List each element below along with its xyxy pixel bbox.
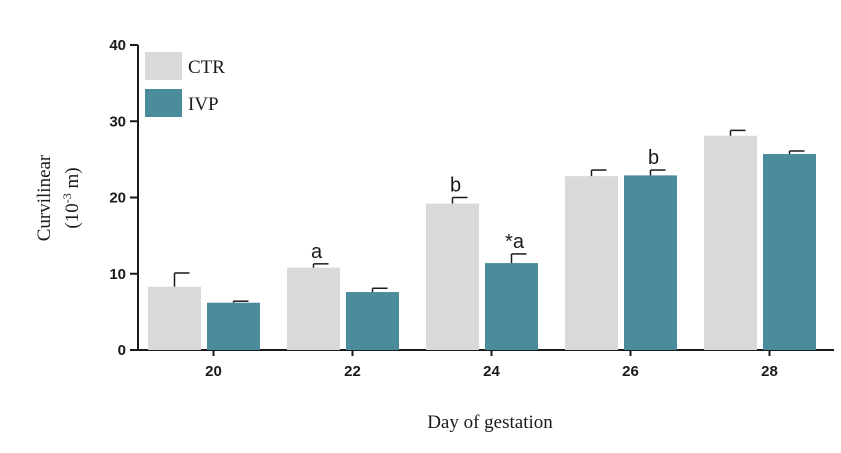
- y-axis-title: Curvilinear: [34, 154, 55, 241]
- bar-ctr-26: [565, 176, 618, 350]
- bar-ivp-28: [763, 154, 816, 350]
- y-tick-label: 40: [109, 37, 126, 54]
- y-tick-label: 10: [109, 266, 126, 283]
- bar-ivp-24: [485, 263, 538, 350]
- legend-label-ivp: IVP: [188, 94, 219, 115]
- y-axis-unit-prefix: (10: [62, 203, 83, 228]
- x-tick-label: 24: [483, 363, 500, 380]
- annotation-ctr-24: b: [450, 175, 461, 197]
- y-axis-unit-exponent: -3: [60, 193, 74, 203]
- bar-ctr-20: [148, 286, 201, 350]
- y-axis-unit: (10-3 m): [60, 167, 83, 228]
- bar-ctr-24: [426, 203, 479, 350]
- plot-area: 0 10 20 30 40 20 a 22 b *a 24 b 26 28: [109, 37, 834, 380]
- y-tick-label: 30: [109, 113, 126, 130]
- bar-ivp-22: [346, 292, 399, 350]
- y-tick-label: 20: [109, 190, 126, 207]
- bar-ivp-26: [624, 175, 677, 350]
- legend-swatch-ivp: [145, 89, 182, 117]
- legend-label-ctr: CTR: [188, 57, 225, 78]
- bar-ctr-22: [287, 267, 340, 350]
- x-axis-title: Day of gestation: [427, 412, 553, 433]
- x-tick-label: 22: [344, 363, 361, 380]
- annotation-ivp-26: b: [648, 147, 659, 169]
- y-axis-title-main: Curvilinear: [34, 154, 55, 241]
- annotation-ctr-22: a: [311, 241, 323, 263]
- legend: CTR IVP: [145, 52, 225, 117]
- x-tick-label: 26: [622, 363, 639, 380]
- bar-ctr-28: [704, 135, 757, 350]
- y-axis-unit-suffix: m): [62, 167, 83, 193]
- legend-swatch-ctr: [145, 52, 182, 80]
- bar-ivp-20: [207, 302, 260, 350]
- y-tick-label: 0: [118, 342, 126, 359]
- annotation-ivp-24: *a: [505, 231, 525, 253]
- x-tick-label: 20: [205, 363, 222, 380]
- x-tick-label: 28: [761, 363, 778, 380]
